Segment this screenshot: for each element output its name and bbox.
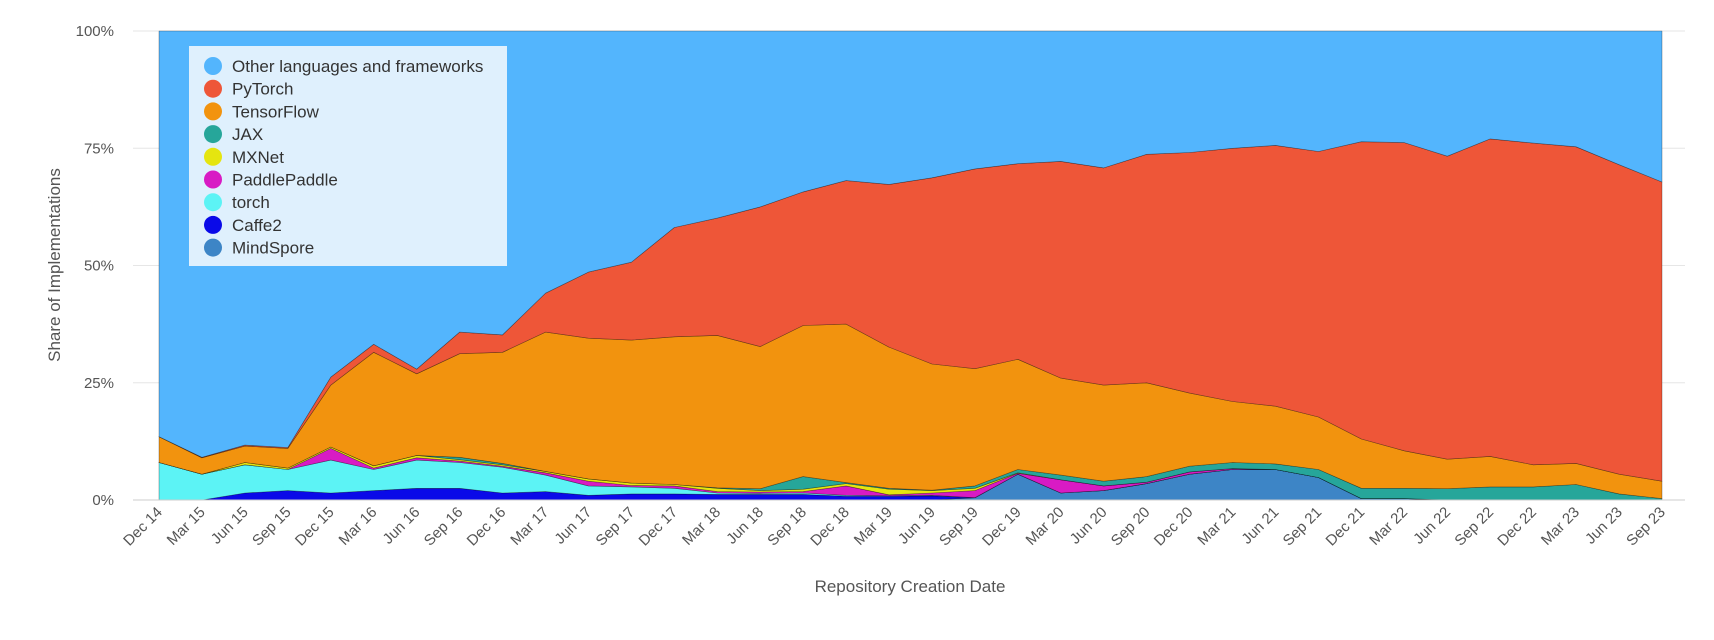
x-tick-label: Mar 16 — [336, 504, 381, 549]
x-tick-label: Sep 16 — [421, 504, 467, 550]
x-tick-label: Mar 23 — [1538, 504, 1583, 549]
x-tick-label: Sep 17 — [593, 504, 639, 550]
legend-label-caffe2: Caffe2 — [232, 216, 282, 235]
y-tick-label: 50% — [84, 258, 114, 275]
x-tick-label: Jun 16 — [380, 504, 424, 548]
x-tick-label: Sep 22 — [1451, 504, 1497, 550]
y-axis: 0% 25% 50% 75% 100% — [76, 23, 114, 509]
legend-label-paddlepaddle: PaddlePaddle — [232, 171, 338, 190]
x-tick-label: Mar 20 — [1023, 504, 1068, 549]
legend-swatch-caffe2 — [204, 215, 222, 234]
legend-label-other-languages-and-frameworks: Other languages and frameworks — [232, 57, 483, 76]
legend-label-mxnet: MXNet — [232, 148, 284, 167]
x-tick-label: Dec 21 — [1323, 504, 1369, 550]
y-tick-label: 25% — [84, 375, 114, 392]
x-tick-label: Mar 19 — [851, 504, 896, 549]
x-tick-label: Jun 23 — [1582, 504, 1626, 548]
x-tick-label: Jun 21 — [1238, 504, 1282, 548]
x-tick-label: Dec 14 — [120, 504, 166, 550]
legend-swatch-torch — [204, 193, 222, 212]
x-tick-label: Dec 16 — [464, 504, 510, 550]
y-tick-label: 100% — [76, 23, 114, 40]
x-tick-label: Mar 22 — [1366, 504, 1411, 549]
legend-label-jax: JAX — [232, 125, 263, 144]
legend: Other languages and frameworks PyTorch Ten… — [189, 46, 507, 266]
legend-label-mindspore: MindSpore — [232, 239, 314, 258]
x-tick-label: Dec 19 — [979, 504, 1025, 550]
legend-swatch-mindspore — [204, 238, 222, 257]
area-pytorch — [158, 138, 1663, 482]
legend-swatch-paddlepaddle — [204, 170, 222, 189]
x-axis-title: Repository Creation Date — [815, 577, 1006, 596]
area-series — [158, 30, 1663, 501]
y-tick-label: 0% — [92, 492, 114, 509]
x-tick-label: Dec 22 — [1494, 504, 1540, 550]
x-tick-label: Sep 21 — [1280, 504, 1326, 550]
legend-swatch-tensorflow — [204, 102, 222, 121]
x-tick-label: Jun 15 — [208, 504, 252, 548]
y-tick-label: 75% — [84, 140, 114, 157]
x-tick-label: Dec 15 — [292, 504, 338, 550]
x-tick-label: Sep 19 — [936, 504, 982, 550]
legend-label-pytorch: PyTorch — [232, 80, 293, 99]
x-tick-label: Mar 21 — [1194, 504, 1239, 549]
legend-swatch-pytorch — [204, 79, 222, 98]
x-tick-label: Mar 17 — [507, 504, 552, 549]
y-axis-title: Share of Implementations — [45, 168, 64, 362]
x-tick-label: Jun 18 — [723, 504, 767, 548]
legend-swatch-other-languages-and-frameworks — [204, 57, 222, 75]
x-tick-label: Sep 18 — [764, 504, 810, 550]
x-tick-label: Sep 23 — [1623, 504, 1669, 550]
x-tick-label: Dec 17 — [636, 504, 682, 550]
legend-background — [189, 46, 507, 266]
x-tick-label: Jun 20 — [1067, 504, 1111, 548]
legend-swatch-jax — [204, 125, 222, 144]
area-other-languages-and-frameworks — [158, 30, 1663, 458]
legend-label-torch: torch — [232, 193, 270, 212]
legend-swatch-mxnet — [204, 147, 222, 166]
x-tick-label: Jun 19 — [895, 504, 939, 548]
x-tick-label: Dec 18 — [807, 504, 853, 550]
legend-label-tensorflow: TensorFlow — [232, 102, 320, 121]
x-tick-label: Sep 20 — [1108, 504, 1154, 550]
x-tick-label: Sep 15 — [249, 504, 295, 550]
x-tick-label: Mar 15 — [164, 504, 209, 549]
x-tick-label: Jun 22 — [1410, 504, 1454, 548]
x-tick-label: Jun 17 — [551, 504, 595, 548]
x-tick-label: Dec 20 — [1151, 504, 1197, 550]
x-tick-label: Mar 18 — [679, 504, 724, 549]
